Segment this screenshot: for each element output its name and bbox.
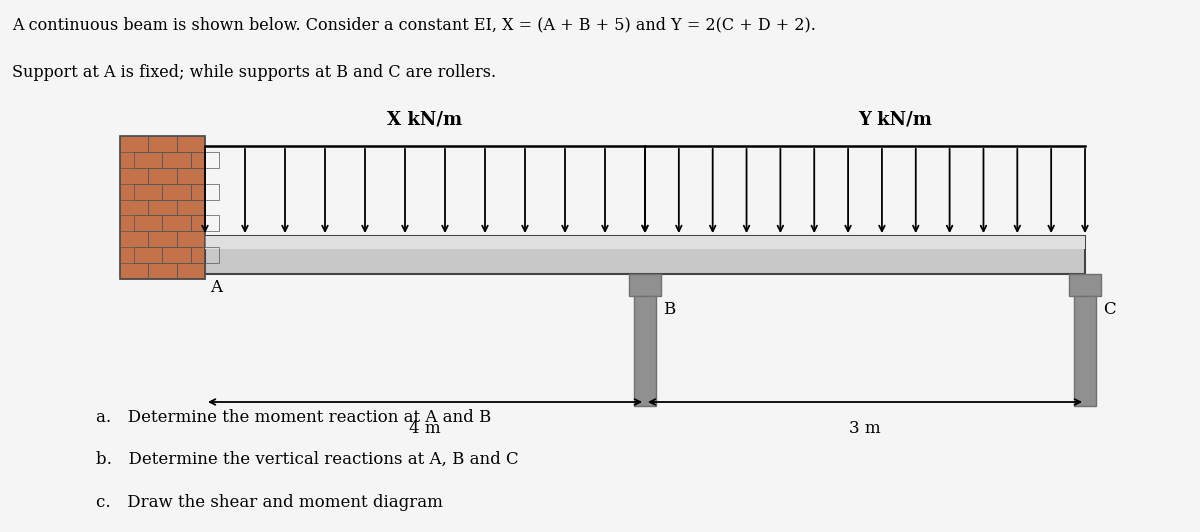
Bar — [149, 200, 176, 215]
Bar — [149, 231, 176, 247]
Text: B: B — [662, 301, 676, 318]
Bar — [191, 152, 220, 168]
Bar — [120, 168, 149, 184]
Bar — [162, 152, 191, 168]
Bar — [134, 184, 162, 200]
Text: X kN/m: X kN/m — [388, 110, 462, 128]
Bar — [120, 136, 205, 279]
Bar — [176, 168, 205, 184]
Bar — [162, 184, 191, 200]
Bar — [629, 274, 661, 296]
Text: 4 m: 4 m — [409, 420, 440, 437]
Bar — [134, 247, 162, 263]
Bar — [149, 168, 176, 184]
Text: A continuous beam is shown below. Consider a constant EI, X = (A + B + 5) and Y : A continuous beam is shown below. Consid… — [12, 16, 816, 33]
Text: Support at A is fixed; while supports at B and C are rollers.: Support at A is fixed; while supports at… — [12, 64, 496, 81]
Text: a. Determine the moment reaction at A and B: a. Determine the moment reaction at A an… — [96, 409, 491, 426]
Bar — [1069, 274, 1102, 296]
Bar — [120, 136, 149, 152]
Bar — [134, 215, 162, 231]
Bar — [162, 247, 191, 263]
Bar — [176, 263, 205, 279]
Bar — [634, 296, 656, 406]
Bar — [120, 231, 149, 247]
Bar — [120, 200, 149, 215]
Text: A: A — [210, 279, 222, 296]
Bar — [176, 231, 205, 247]
Text: 3 m: 3 m — [850, 420, 881, 437]
Text: Y kN/m: Y kN/m — [858, 110, 932, 128]
Bar — [191, 215, 220, 231]
Bar — [1074, 296, 1096, 406]
Text: b. Determine the vertical reactions at A, B and C: b. Determine the vertical reactions at A… — [96, 451, 518, 468]
Bar — [120, 263, 149, 279]
Text: c. Draw the shear and moment diagram: c. Draw the shear and moment diagram — [96, 494, 443, 511]
Bar — [191, 184, 220, 200]
Bar — [162, 215, 191, 231]
Bar — [176, 200, 205, 215]
Bar — [149, 263, 176, 279]
Text: C: C — [1103, 301, 1116, 318]
Bar — [205, 236, 1085, 250]
Bar — [176, 136, 205, 152]
Bar — [191, 247, 220, 263]
Bar — [205, 236, 1085, 274]
Bar — [134, 152, 162, 168]
Bar — [149, 136, 176, 152]
